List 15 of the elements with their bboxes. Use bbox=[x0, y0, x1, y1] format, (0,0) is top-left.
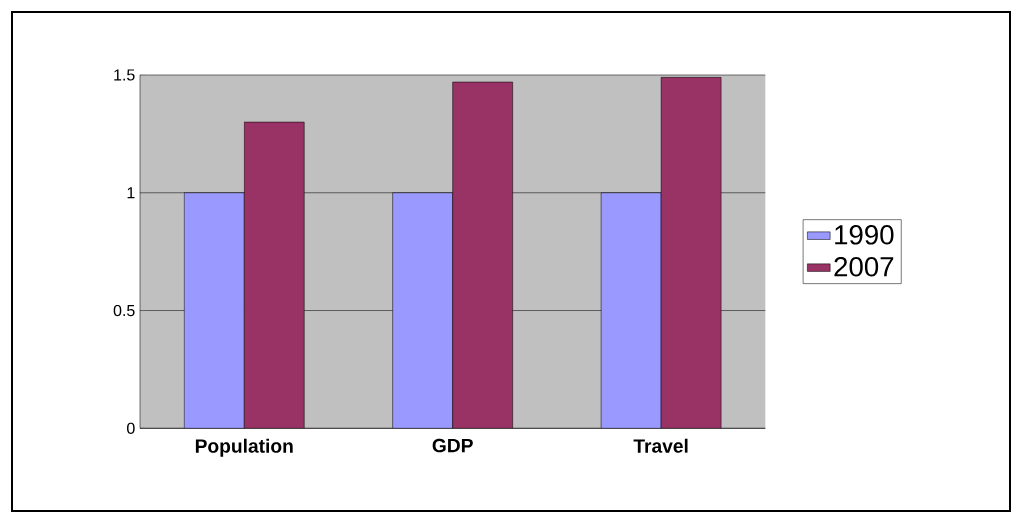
bar bbox=[660, 77, 722, 429]
y-tick-label: 1.5 bbox=[114, 69, 135, 81]
y-tick-label: 1 bbox=[127, 187, 135, 199]
bar bbox=[243, 121, 305, 429]
bar bbox=[600, 192, 662, 429]
bar bbox=[392, 192, 453, 429]
legend-label: 1990 bbox=[835, 225, 894, 245]
x-tick-label: Travel bbox=[633, 438, 688, 453]
bar bbox=[452, 81, 513, 429]
y-tick-label: 0 bbox=[127, 422, 135, 434]
bar bbox=[183, 192, 245, 429]
legend-label: 2007 bbox=[834, 256, 894, 277]
y-tick-label: 0.5 bbox=[113, 304, 135, 317]
x-tick-label: GDP bbox=[432, 438, 473, 453]
x-tick-label: Population bbox=[195, 438, 293, 457]
